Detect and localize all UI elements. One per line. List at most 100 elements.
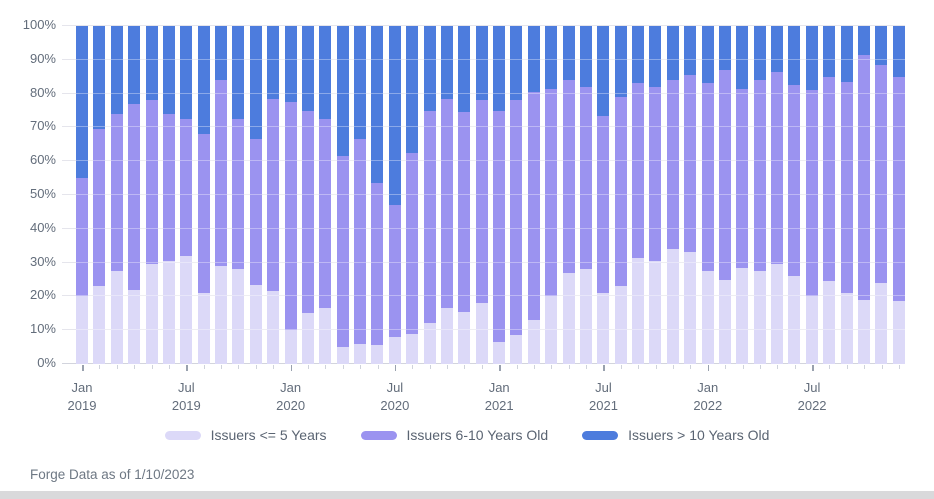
segment-series-1[interactable] [736, 88, 749, 268]
segment-series-1[interactable] [301, 110, 314, 314]
segment-series-1[interactable] [76, 178, 88, 297]
segment-series-0[interactable] [805, 296, 818, 364]
segment-series-1[interactable] [493, 110, 505, 343]
segment-series-0[interactable] [666, 249, 679, 364]
segment-series-2[interactable] [354, 26, 366, 140]
bar-nov-2019[interactable] [249, 26, 262, 364]
segment-series-0[interactable] [301, 313, 314, 364]
segment-series-1[interactable] [145, 100, 158, 265]
segment-series-0[interactable] [162, 260, 175, 364]
segment-series-2[interactable] [336, 26, 349, 157]
bar-may-2021[interactable] [562, 26, 575, 364]
segment-series-1[interactable] [423, 110, 436, 324]
segment-series-2[interactable] [458, 26, 471, 113]
bar-may-2020[interactable] [354, 26, 366, 364]
segment-series-0[interactable] [354, 343, 366, 364]
segment-series-2[interactable] [197, 26, 210, 135]
segment-series-1[interactable] [475, 100, 488, 304]
bar-oct-2021[interactable] [649, 26, 662, 364]
bar-jul-2021[interactable] [597, 26, 610, 364]
bar-jan-2022[interactable] [701, 26, 714, 364]
segment-series-0[interactable] [336, 347, 349, 364]
segment-series-2[interactable] [301, 26, 314, 111]
segment-series-2[interactable] [857, 26, 870, 55]
bar-dec-2019[interactable] [267, 26, 280, 364]
segment-series-1[interactable] [180, 118, 193, 256]
segment-series-1[interactable] [684, 75, 697, 253]
bar-sep-2019[interactable] [215, 26, 227, 364]
segment-series-2[interactable] [771, 26, 783, 72]
segment-series-2[interactable] [215, 26, 227, 81]
segment-series-2[interactable] [875, 26, 888, 65]
segment-series-0[interactable] [597, 293, 610, 364]
segment-series-1[interactable] [249, 139, 262, 285]
segment-series-2[interactable] [406, 26, 419, 153]
segment-series-2[interactable] [632, 26, 644, 84]
segment-series-2[interactable] [232, 26, 245, 119]
segment-series-1[interactable] [354, 139, 366, 344]
bar-oct-2019[interactable] [232, 26, 245, 364]
segment-series-1[interactable] [232, 118, 245, 270]
segment-series-1[interactable] [753, 80, 766, 272]
segment-series-2[interactable] [701, 26, 714, 84]
segment-series-1[interactable] [840, 81, 853, 294]
segment-series-2[interactable] [475, 26, 488, 101]
bar-dec-2022[interactable] [892, 26, 905, 364]
bar-feb-2019[interactable] [93, 26, 106, 364]
segment-series-0[interactable] [840, 293, 853, 364]
bar-sep-2021[interactable] [632, 26, 644, 364]
bar-jun-2019[interactable] [162, 26, 175, 364]
segment-series-0[interactable] [232, 269, 245, 364]
segment-series-1[interactable] [666, 80, 679, 250]
segment-series-2[interactable] [545, 26, 558, 89]
segment-series-1[interactable] [875, 64, 888, 283]
segment-series-1[interactable] [110, 113, 123, 272]
segment-series-1[interactable] [406, 152, 419, 334]
segment-series-0[interactable] [197, 293, 210, 364]
bar-may-2019[interactable] [145, 26, 158, 364]
segment-series-0[interactable] [701, 271, 714, 364]
segment-series-0[interactable] [458, 311, 471, 364]
segment-series-1[interactable] [267, 98, 280, 292]
segment-series-0[interactable] [892, 301, 905, 364]
bar-dec-2021[interactable] [684, 26, 697, 364]
bar-dec-2020[interactable] [475, 26, 488, 364]
segment-series-1[interactable] [892, 76, 905, 302]
segment-series-0[interactable] [215, 265, 227, 364]
segment-series-1[interactable] [93, 129, 106, 287]
segment-series-2[interactable] [128, 26, 141, 104]
segment-series-1[interactable] [718, 69, 731, 280]
bar-apr-2022[interactable] [753, 26, 766, 364]
segment-series-2[interactable] [388, 26, 401, 206]
segment-series-2[interactable] [840, 26, 853, 82]
segment-series-1[interactable] [458, 112, 471, 312]
segment-series-0[interactable] [475, 303, 488, 364]
bar-nov-2021[interactable] [666, 26, 679, 364]
segment-series-2[interactable] [493, 26, 505, 111]
segment-series-2[interactable] [753, 26, 766, 81]
legend-item-issuers-gt-10[interactable]: Issuers > 10 Years Old [582, 427, 769, 443]
segment-series-0[interactable] [128, 289, 141, 364]
segment-series-1[interactable] [701, 83, 714, 272]
segment-series-1[interactable] [336, 156, 349, 348]
segment-series-1[interactable] [284, 102, 297, 331]
segment-series-0[interactable] [684, 252, 697, 364]
segment-series-1[interactable] [527, 91, 540, 321]
segment-series-2[interactable] [145, 26, 158, 101]
segment-series-0[interactable] [371, 345, 384, 364]
segment-series-0[interactable] [493, 342, 505, 364]
segment-series-1[interactable] [371, 183, 384, 346]
segment-series-0[interactable] [406, 333, 419, 364]
segment-series-1[interactable] [771, 71, 783, 265]
segment-series-0[interactable] [319, 308, 332, 364]
bar-mar-2021[interactable] [527, 26, 540, 364]
segment-series-2[interactable] [718, 26, 731, 70]
segment-series-2[interactable] [510, 26, 523, 101]
segment-series-0[interactable] [180, 255, 193, 364]
bar-oct-2020[interactable] [440, 26, 453, 364]
segment-series-1[interactable] [857, 54, 870, 300]
segment-series-1[interactable] [545, 88, 558, 297]
segment-series-0[interactable] [284, 330, 297, 364]
segment-series-0[interactable] [875, 282, 888, 364]
segment-series-1[interactable] [597, 115, 610, 294]
